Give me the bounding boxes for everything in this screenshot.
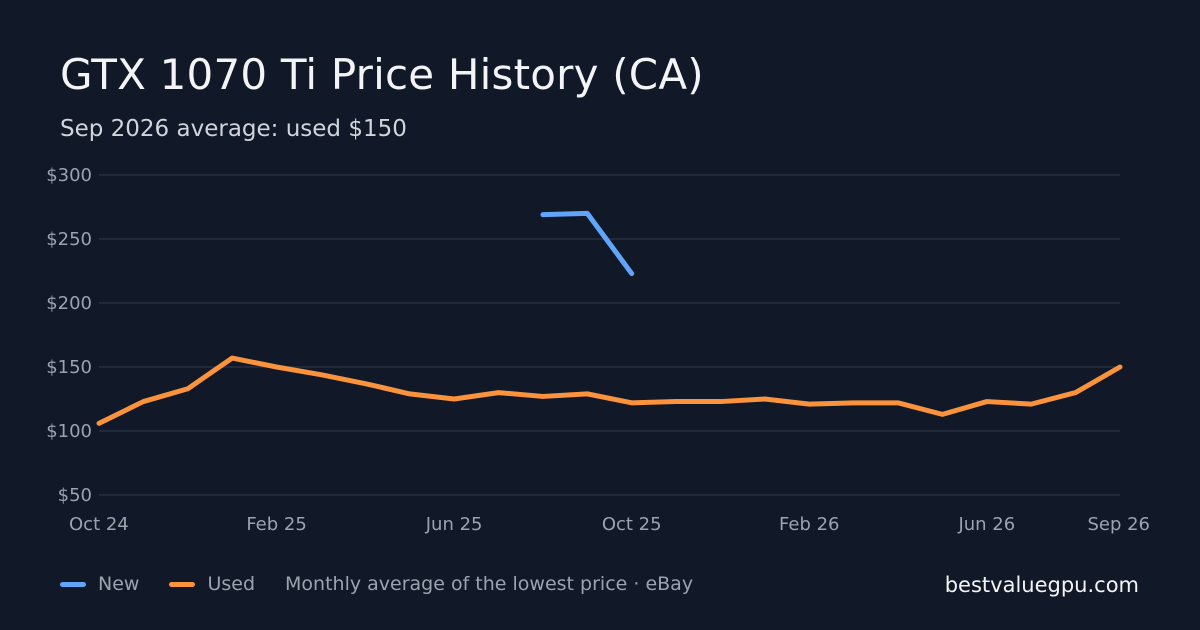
legend-swatch-used: [169, 581, 196, 587]
legend-note: Monthly average of the lowest price · eB…: [285, 573, 694, 595]
x-tick-label: Feb 25: [246, 514, 307, 535]
grid-layer: [99, 174, 1120, 496]
x-tick-label: Oct 25: [602, 514, 662, 535]
legend-item-new[interactable]: New: [60, 573, 139, 595]
series-line-used: [96, 355, 1123, 426]
x-tick-label: Jun 25: [425, 514, 483, 535]
x-tick-label: Sep 26: [1087, 514, 1150, 535]
y-tick-label: $200: [46, 293, 92, 314]
y-tick-label: $100: [46, 421, 92, 442]
legend-label-new: New: [98, 573, 140, 595]
y-tick-label: $250: [46, 229, 92, 250]
legend-item-used[interactable]: Used: [169, 573, 255, 595]
y-tick-label: $150: [46, 357, 92, 378]
legend: New Used Monthly average of the lowest p…: [60, 573, 693, 595]
x-tick-label: Feb 26: [779, 514, 840, 535]
y-axis-ticks: $50 $100 $150 $200 $250 $300: [46, 165, 92, 506]
x-tick-label: Oct 24: [69, 514, 129, 535]
legend-label-used: Used: [207, 573, 256, 595]
brand-link[interactable]: bestvaluegpu.com: [944, 573, 1139, 597]
chart-subtitle: Sep 2026 average: used $150: [60, 116, 407, 142]
series-layer: [96, 210, 1123, 426]
legend-swatch-new: [60, 581, 86, 587]
x-tick-label: Jun 26: [957, 514, 1015, 535]
x-axis-ticks: Oct 24 Feb 25 Jun 25 Oct 25 Feb 26 Jun 26 Sep …: [69, 514, 1150, 535]
y-tick-label: $50: [58, 485, 92, 506]
chart-title: GTX 1070 Ti Price History (CA): [60, 50, 704, 99]
y-tick-label: $300: [46, 165, 92, 186]
series-line-new: [540, 210, 635, 277]
